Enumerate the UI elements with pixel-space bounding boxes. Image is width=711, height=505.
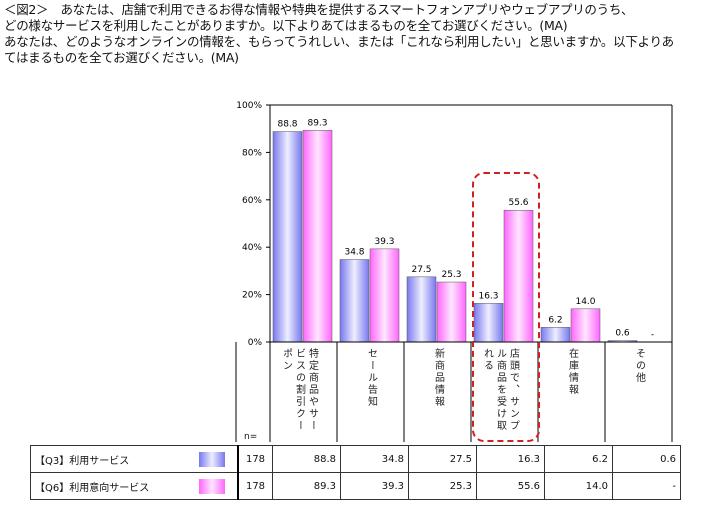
question-title: ＜図2＞ あなたは、店舗で利用できるお得な情報や特典を提供するスマートフォンアプ… — [4, 2, 709, 66]
cell: 89.3 — [272, 472, 341, 500]
title-line: どの様なサービスを利用したことがありますか。以下よりあてはまるものを全てお選びく… — [4, 18, 568, 33]
data-label: 14.0 — [575, 297, 595, 307]
y-tick-label: 0% — [248, 338, 263, 348]
bar — [339, 259, 370, 343]
bar — [570, 308, 601, 343]
bar — [406, 276, 437, 343]
series-label: 【Q3】利用サービス — [35, 455, 130, 467]
category-label: 店頭で、サンプル商品を受け取れる — [481, 348, 519, 432]
data-label: 88.8 — [277, 120, 297, 130]
cell: - — [612, 472, 681, 500]
cell: 6.2 — [544, 445, 613, 473]
table-row: 【Q3】利用サービス 178 88.8 34.8 27.5 16.3 6.2 0… — [30, 445, 681, 473]
legend-swatch-q3 — [199, 452, 225, 467]
data-label: 34.8 — [344, 248, 364, 258]
series-label: 【Q6】利用意向サービス — [35, 482, 150, 494]
y-tick-label: 40% — [242, 243, 262, 253]
bar — [272, 131, 303, 343]
y-tick-label: 80% — [242, 148, 262, 158]
cell: 16.3 — [476, 445, 545, 473]
data-label: - — [651, 330, 654, 340]
data-label: 39.3 — [374, 237, 394, 247]
category-label: 新商品情報 — [432, 348, 444, 408]
bar — [540, 327, 571, 343]
n-label: n= — [244, 432, 258, 442]
title-line: あなたは、どのようなオンラインの情報を、もらってうれしい、または「これなら利用し… — [4, 34, 674, 65]
data-label: 16.3 — [478, 291, 498, 301]
legend-swatch-q6 — [199, 479, 225, 494]
bar — [473, 303, 504, 343]
bar — [436, 281, 467, 343]
category-label: セール告知 — [365, 348, 377, 408]
category-label: その他 — [633, 348, 645, 384]
cell: 88.8 — [272, 445, 341, 473]
data-label: 89.3 — [307, 118, 327, 128]
y-tick-label: 60% — [242, 196, 262, 206]
data-label: 6.2 — [548, 315, 562, 325]
data-table: 【Q3】利用サービス 178 88.8 34.8 27.5 16.3 6.2 0… — [30, 445, 681, 500]
cell: 34.8 — [340, 445, 409, 473]
title-line: ＜図2＞ あなたは、店舗で利用できるお得な情報や特典を提供するスマートフォンアプ… — [4, 2, 634, 17]
bar — [369, 248, 400, 343]
cell: 55.6 — [476, 472, 545, 500]
y-tick-label: 100% — [236, 101, 262, 111]
table-row: 【Q6】利用意向サービス 178 89.3 39.3 25.3 55.6 14.… — [30, 472, 681, 500]
cell: 27.5 — [408, 445, 477, 473]
n-cell: 178 — [237, 472, 273, 500]
cell: 39.3 — [340, 472, 409, 500]
data-label: 55.6 — [508, 198, 528, 208]
data-label: 0.6 — [615, 329, 630, 339]
highlight-box — [472, 172, 540, 442]
cell: 0.6 — [612, 445, 681, 473]
category-label: 特定商品やサービスの割引クーポン — [280, 348, 318, 432]
cell: 25.3 — [408, 472, 477, 500]
y-tick-label: 20% — [242, 291, 262, 301]
n-cell: 178 — [237, 445, 273, 473]
bar — [302, 130, 333, 343]
cell: 14.0 — [544, 472, 613, 500]
data-label: 25.3 — [441, 270, 461, 280]
data-label: 27.5 — [411, 265, 431, 275]
category-label: 在庫情報 — [566, 348, 578, 396]
